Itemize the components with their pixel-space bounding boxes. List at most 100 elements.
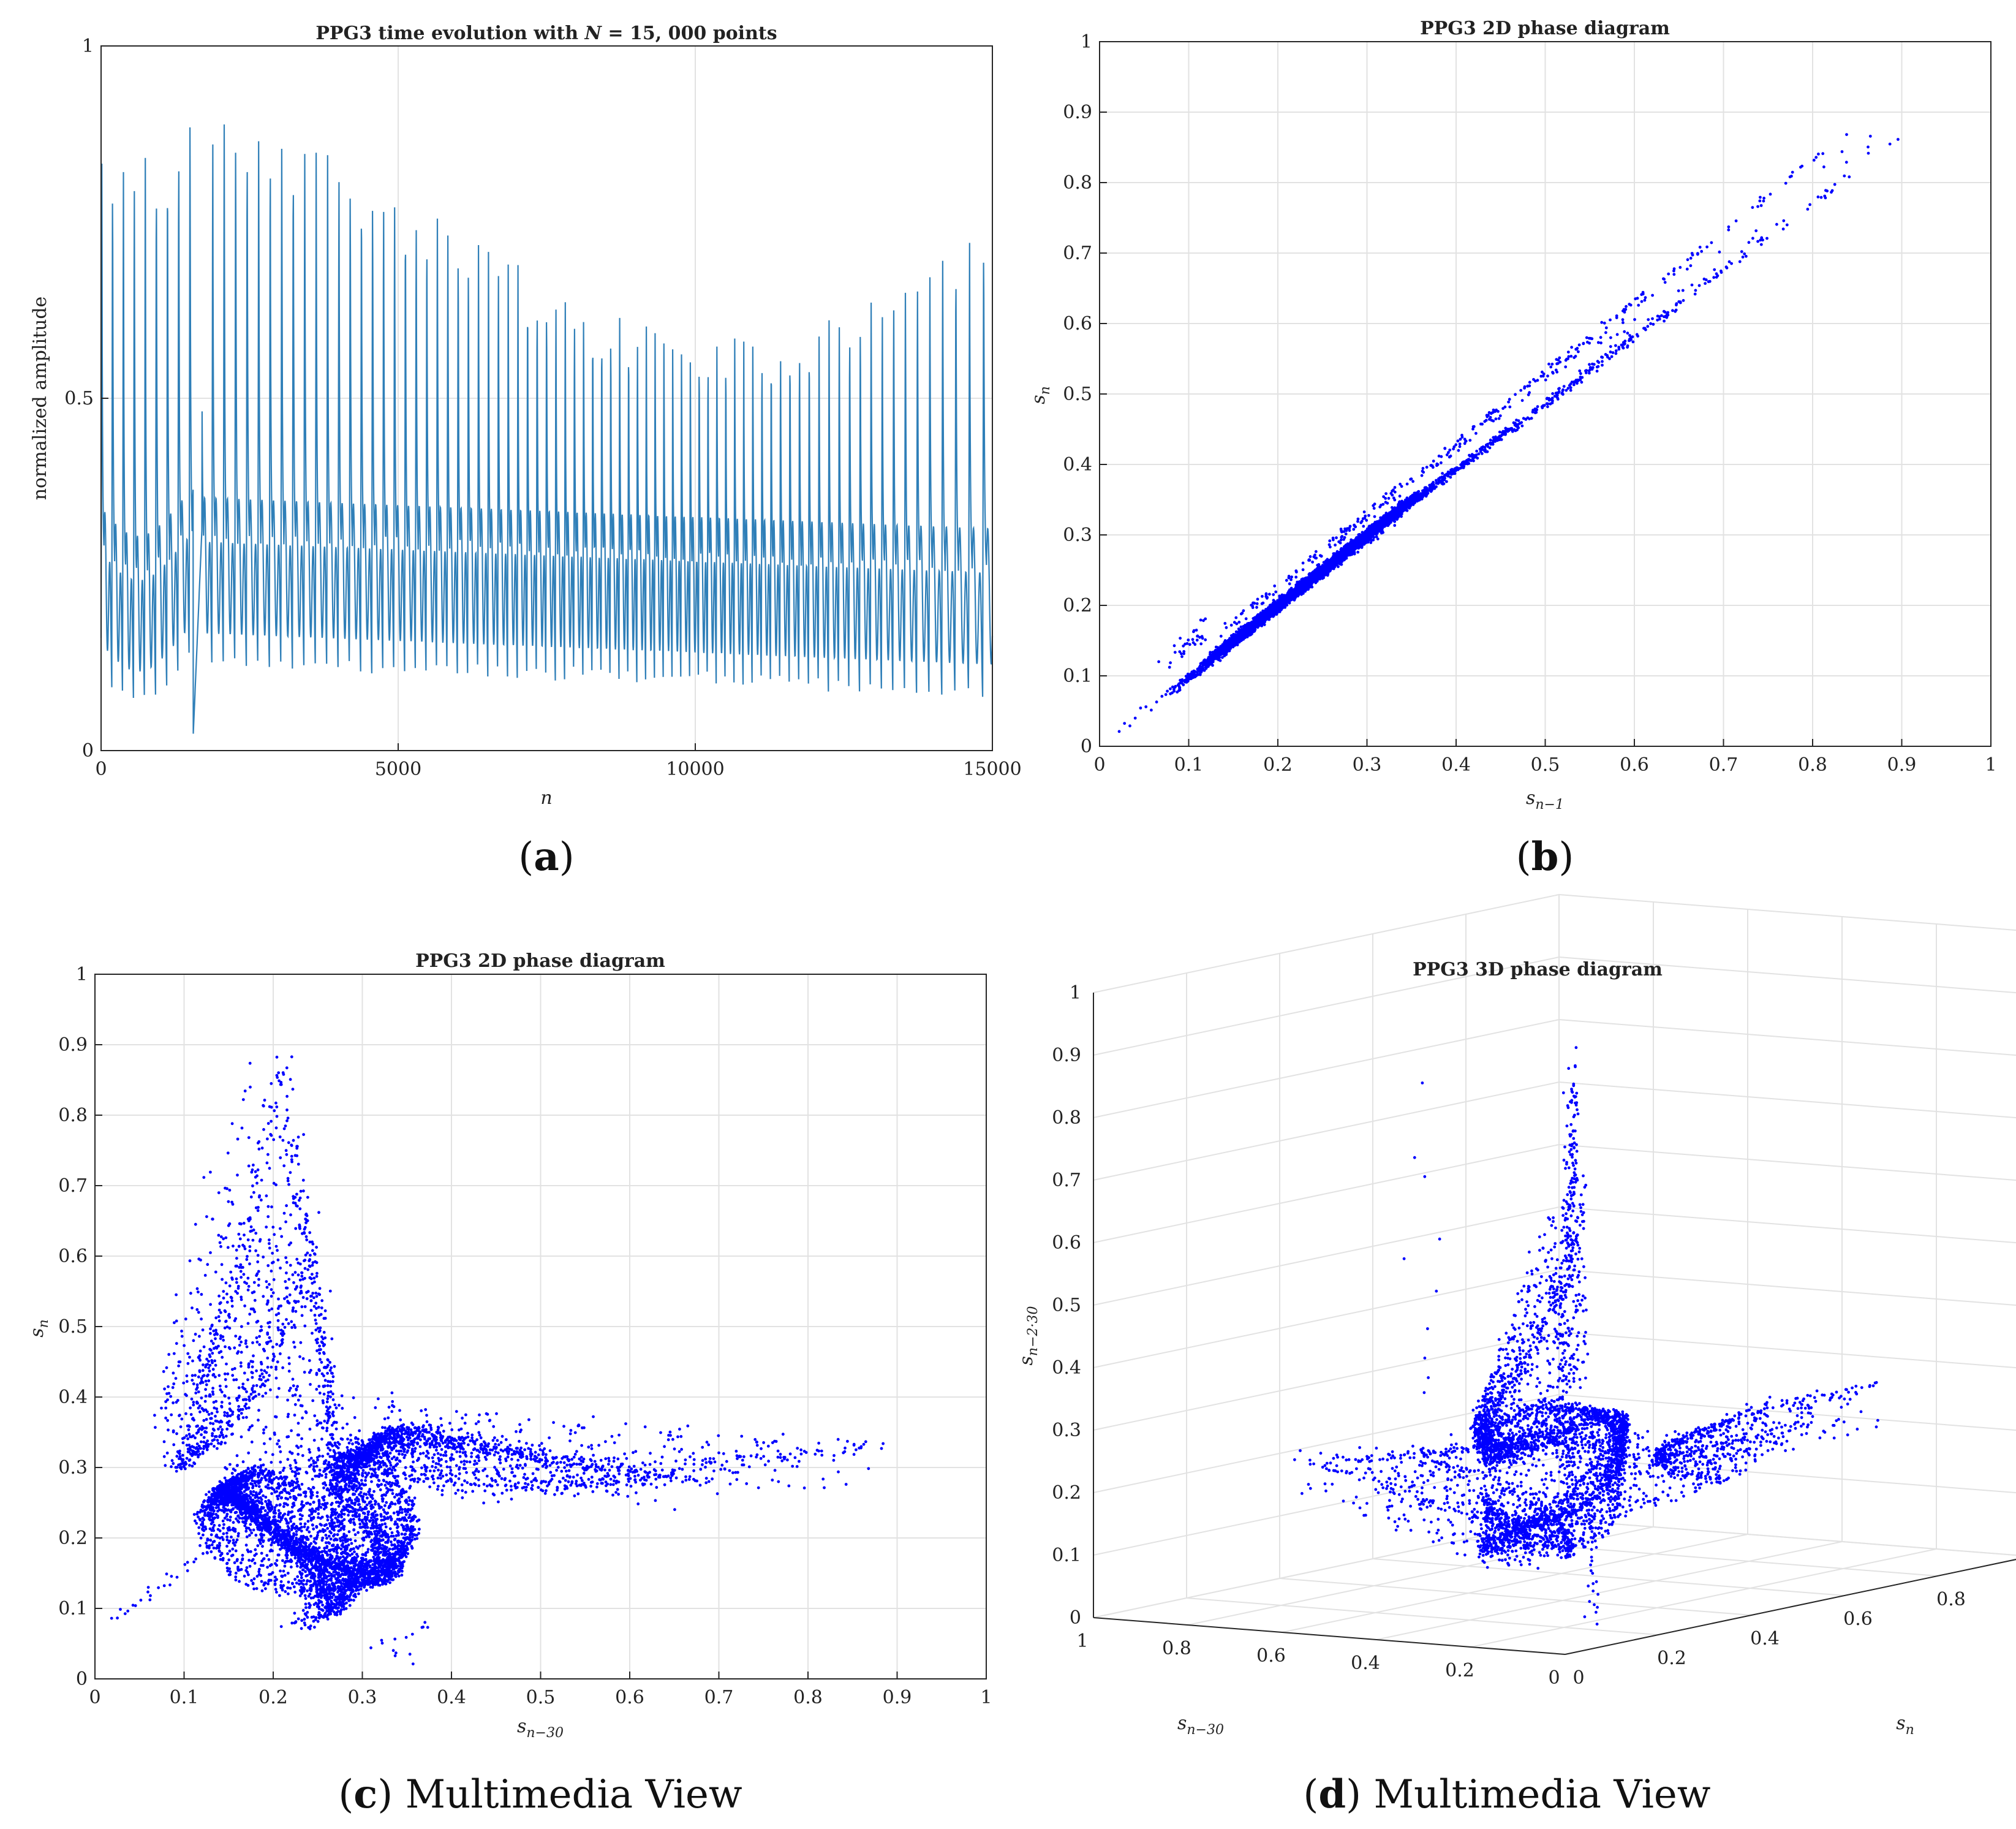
scatter-point — [1578, 369, 1582, 373]
scatter-point — [1761, 238, 1764, 242]
scatter-point — [1432, 483, 1435, 487]
scatter-point — [1330, 564, 1334, 567]
scatter-point — [1430, 464, 1434, 468]
scatter-point — [1566, 350, 1570, 354]
scatter-point — [1354, 525, 1357, 529]
scatter-point — [1235, 622, 1239, 626]
scatter-point — [1634, 297, 1637, 301]
scatter-point — [1816, 195, 1820, 199]
scatter-point — [1266, 596, 1269, 599]
scatter-point — [1164, 693, 1168, 696]
scatter-point — [1418, 495, 1421, 499]
scatter-point — [1700, 249, 1704, 253]
scatter-point — [1621, 318, 1625, 322]
scatter-point — [1332, 538, 1335, 542]
scatter-point — [1603, 321, 1606, 325]
scatter-point — [1520, 399, 1524, 402]
scatter-point — [1477, 452, 1481, 456]
scatter-point — [1629, 303, 1633, 307]
scatter-point — [1498, 414, 1502, 417]
scatter-point — [1229, 634, 1233, 637]
scatter-point — [1408, 499, 1412, 503]
scatter-point — [1204, 638, 1207, 642]
scatter-point — [1510, 428, 1514, 431]
scatter-point — [1663, 319, 1666, 323]
scatter-point — [1285, 578, 1288, 582]
scatter-point — [1547, 396, 1551, 400]
scatter-point — [1356, 550, 1360, 554]
scatter-point — [1690, 283, 1694, 287]
scatter-point — [1313, 570, 1316, 574]
scatter-point — [1321, 569, 1324, 572]
scatter-point — [1490, 418, 1493, 422]
scatter-point — [1600, 320, 1604, 324]
scatter-point — [1553, 395, 1557, 398]
scatter-point — [1514, 393, 1517, 396]
scatter-point — [1845, 133, 1848, 137]
scatter-point — [1541, 405, 1544, 408]
scatter-point — [1204, 663, 1208, 667]
scatter-point — [1498, 435, 1501, 438]
scatter-point — [1760, 236, 1764, 240]
scatter-point — [1582, 342, 1585, 346]
scatter-point — [1128, 724, 1131, 728]
scatter-point — [1393, 486, 1397, 489]
scatter-point — [1534, 409, 1537, 412]
scatter-point — [1283, 605, 1287, 609]
scatter-point — [1440, 461, 1443, 464]
scatter-point — [1474, 455, 1478, 459]
scatter-point — [1689, 264, 1693, 267]
scatter-point — [1507, 429, 1511, 433]
scatter-point — [1484, 418, 1488, 422]
scatter-point — [1403, 503, 1407, 507]
scatter-point — [1315, 556, 1318, 560]
scatter-point — [1393, 517, 1397, 520]
scatter-point — [1311, 560, 1315, 564]
scatter-point — [1399, 482, 1402, 486]
scatter-point — [1421, 467, 1425, 470]
scatter-point — [1557, 391, 1560, 395]
scatter-point — [1609, 336, 1612, 339]
scatter-point — [1441, 472, 1444, 475]
scatter-point — [1762, 197, 1766, 200]
scatter-point — [1601, 363, 1604, 367]
scatter-point — [1694, 289, 1697, 292]
scatter-point — [1671, 309, 1674, 312]
scatter-point — [1472, 425, 1476, 428]
scatter-point — [1365, 518, 1369, 522]
scatter-point — [1617, 347, 1621, 351]
scatter-point — [1572, 383, 1576, 387]
scatter-point — [1495, 437, 1498, 441]
scatter-point — [1762, 199, 1765, 203]
scatter-point — [1664, 314, 1668, 318]
scatter-point — [1380, 519, 1383, 523]
scatter-point — [1411, 480, 1415, 483]
scatter-point — [1456, 439, 1460, 443]
scatter-point — [1199, 642, 1203, 646]
scatter-point — [1192, 630, 1195, 634]
scatter-point — [1405, 509, 1409, 512]
scatter-point — [1345, 553, 1349, 557]
x-tick-label: 10000 — [666, 759, 724, 780]
scatter-point — [1523, 385, 1527, 388]
scatter-point — [1178, 686, 1181, 690]
scatter-point — [1710, 241, 1713, 244]
scatter-point — [1738, 260, 1742, 263]
scatter-point — [1139, 706, 1142, 710]
scatter-point — [1743, 252, 1746, 256]
scatter-point — [1190, 670, 1194, 674]
scatter-point — [1466, 462, 1469, 466]
scatter-point — [1155, 700, 1158, 704]
scatter-point — [1823, 194, 1827, 198]
x-tick-label: 0 — [95, 759, 107, 780]
scatter-point — [1417, 499, 1421, 502]
scatter-point — [1592, 363, 1596, 366]
scatter-point — [1560, 392, 1564, 395]
scatter-point — [1528, 417, 1531, 420]
scatter-point — [1230, 639, 1234, 643]
scatter-point — [1718, 250, 1721, 254]
scatter-point — [1534, 379, 1537, 383]
scatter-point — [1641, 292, 1645, 296]
scatter-point — [1261, 594, 1264, 598]
scatter-point — [1231, 637, 1234, 640]
